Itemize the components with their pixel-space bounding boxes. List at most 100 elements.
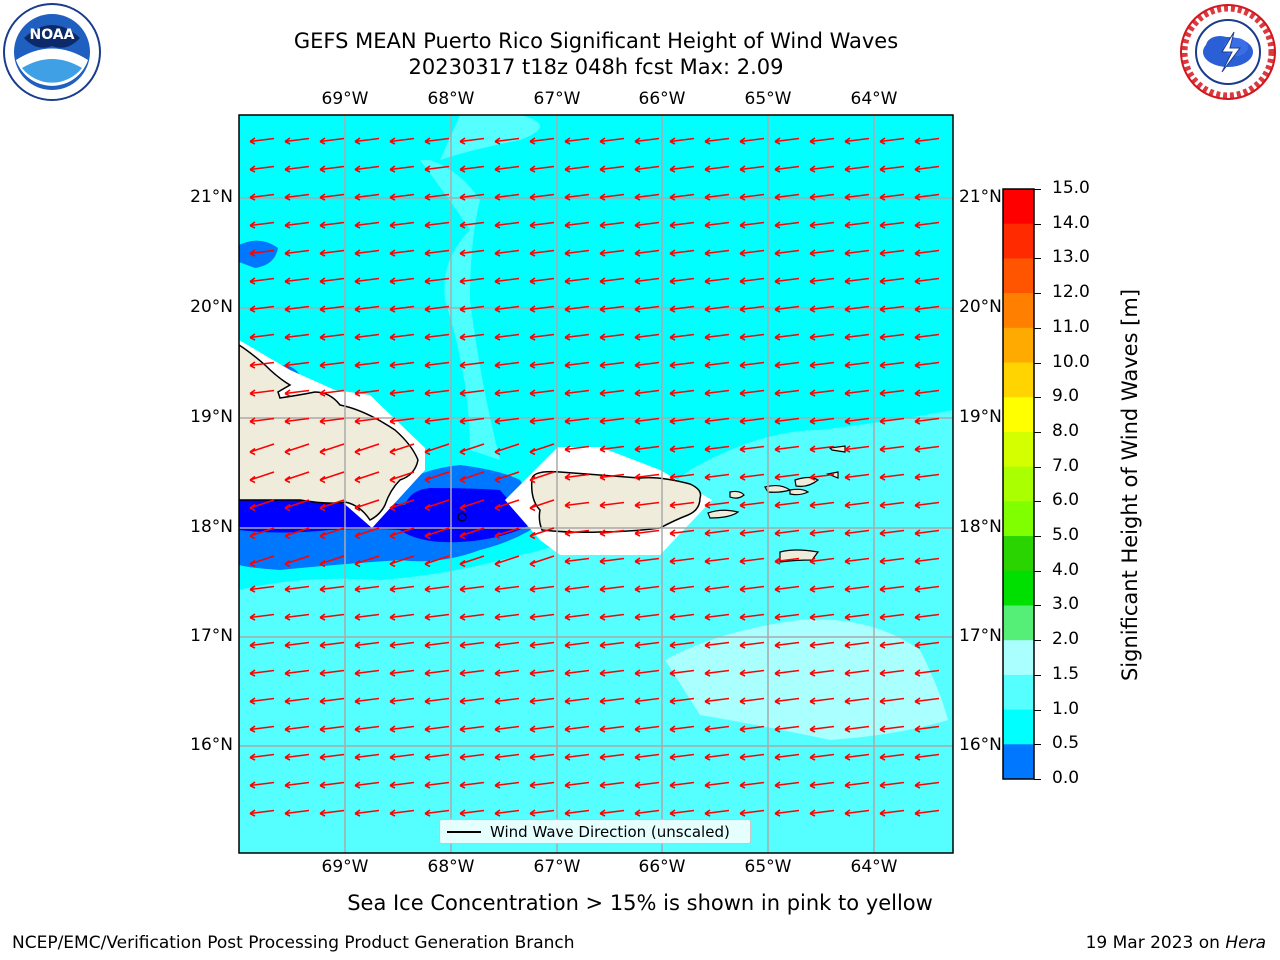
wind-wave-arrow	[704, 361, 730, 369]
wind-wave-arrow	[424, 277, 450, 285]
wind-wave-arrow	[319, 527, 345, 540]
wind-wave-arrow	[354, 305, 380, 313]
wind-wave-arrow	[284, 527, 310, 540]
wind-wave-arrow	[879, 753, 905, 761]
wind-wave-arrow	[879, 165, 905, 173]
wind-wave-arrow	[704, 389, 730, 397]
colorbar-cell	[1003, 362, 1034, 398]
colorbar-tick-label: 9.0	[1052, 386, 1080, 407]
wind-wave-arrow	[844, 725, 870, 733]
wind-wave-arrow	[319, 417, 345, 425]
wind-wave-arrow	[424, 641, 450, 649]
wind-wave-arrow	[704, 305, 730, 313]
wind-wave-arrow	[774, 501, 800, 509]
wind-wave-arrow	[249, 471, 275, 484]
colorbar-tick-label: 10.0	[1052, 351, 1090, 372]
wind-wave-arrow	[914, 669, 940, 677]
wind-wave-arrow	[564, 529, 590, 537]
wind-wave-arrow	[564, 417, 590, 425]
map-subtitle: 20230317 t18z 048h fcst Max: 2.09	[408, 55, 784, 79]
wind-wave-arrow	[879, 137, 905, 145]
wind-wave-arrow	[459, 471, 485, 484]
wind-wave-arrow	[704, 613, 730, 621]
wind-wave-arrow	[249, 641, 275, 649]
nws-logo	[1180, 4, 1276, 100]
lon-label-bottom: 66°W	[638, 857, 686, 877]
wind-wave-arrow	[704, 221, 730, 229]
wind-wave-arrow	[739, 557, 765, 565]
wind-wave-arrow	[459, 697, 485, 705]
wind-wave-arrow	[389, 725, 415, 733]
wind-wave-arrow	[879, 277, 905, 285]
wind-wave-arrow	[669, 445, 695, 453]
wind-wave-arrows	[249, 137, 940, 817]
wind-wave-arrow	[529, 499, 555, 512]
wind-wave-arrow	[669, 641, 695, 649]
wind-wave-arrow	[529, 389, 555, 397]
wind-wave-arrow	[599, 165, 625, 173]
lat-label-left: 20°N	[190, 297, 233, 317]
colorbar-cell	[1003, 223, 1034, 259]
wind-wave-arrow	[494, 221, 520, 229]
footer-date-text: 19 Mar 2023 on	[1085, 933, 1226, 953]
wind-wave-arrow	[809, 389, 835, 397]
wind-wave-arrow	[564, 445, 590, 453]
lon-label-top: 65°W	[744, 89, 792, 109]
wind-wave-arrow	[739, 361, 765, 369]
wind-wave-arrow	[774, 445, 800, 453]
wind-wave-arrow	[389, 443, 415, 456]
wind-wave-arrow	[529, 781, 555, 789]
wind-wave-arrow	[354, 221, 380, 229]
wind-wave-arrow	[529, 471, 555, 484]
wind-wave-arrow	[774, 221, 800, 229]
wind-wave-arrow	[389, 669, 415, 677]
wind-wave-arrow	[844, 389, 870, 397]
wind-wave-arrow	[704, 725, 730, 733]
wind-wave-arrow	[284, 137, 310, 145]
noaa-logo-text: NOAA	[30, 27, 75, 43]
wind-wave-arrow	[879, 305, 905, 313]
wind-wave-arrow	[879, 529, 905, 537]
wind-wave-arrow	[879, 473, 905, 481]
wind-wave-arrow	[809, 585, 835, 593]
wind-wave-arrow	[879, 249, 905, 257]
wind-wave-arrow	[494, 613, 520, 621]
wind-wave-arrow	[529, 613, 555, 621]
wind-wave-arrow	[284, 471, 310, 484]
wind-wave-arrow	[739, 809, 765, 817]
wind-wave-arrow	[459, 389, 485, 397]
wind-wave-arrow	[634, 557, 660, 565]
wind-wave-arrow	[424, 193, 450, 201]
wind-wave-arrow	[739, 277, 765, 285]
colorbar-tick-mark	[1034, 189, 1041, 190]
wind-wave-arrow	[284, 333, 310, 341]
wind-wave-arrow	[774, 333, 800, 341]
wind-wave-arrow	[739, 193, 765, 201]
wind-wave-arrow	[739, 473, 765, 481]
wind-wave-arrow	[319, 697, 345, 705]
wind-wave-arrow	[879, 809, 905, 817]
wind-wave-arrow	[669, 473, 695, 481]
wind-wave-arrow	[844, 249, 870, 257]
wind-wave-arrow	[564, 697, 590, 705]
wind-wave-arrow	[669, 277, 695, 285]
wind-wave-arrow	[669, 725, 695, 733]
wind-wave-arrow	[424, 137, 450, 145]
colorbar-tick-mark	[1034, 431, 1041, 433]
wind-wave-arrow	[599, 277, 625, 285]
wind-wave-arrow	[284, 417, 310, 425]
colorbar-cell	[1003, 293, 1034, 329]
wind-wave-arrow	[739, 221, 765, 229]
wind-wave-arrow	[599, 193, 625, 201]
wind-wave-arrow	[459, 809, 485, 817]
wind-wave-arrow	[879, 501, 905, 509]
colorbar-cell	[1003, 744, 1034, 780]
wind-wave-arrow	[494, 137, 520, 145]
wind-wave-arrow	[634, 809, 660, 817]
colorbar-tick-mark	[1034, 327, 1041, 329]
colorbar-tick-label: 1.5	[1052, 663, 1080, 684]
wind-wave-arrow	[494, 697, 520, 705]
wind-wave-arrow	[599, 501, 625, 509]
wind-wave-arrow	[249, 585, 275, 593]
